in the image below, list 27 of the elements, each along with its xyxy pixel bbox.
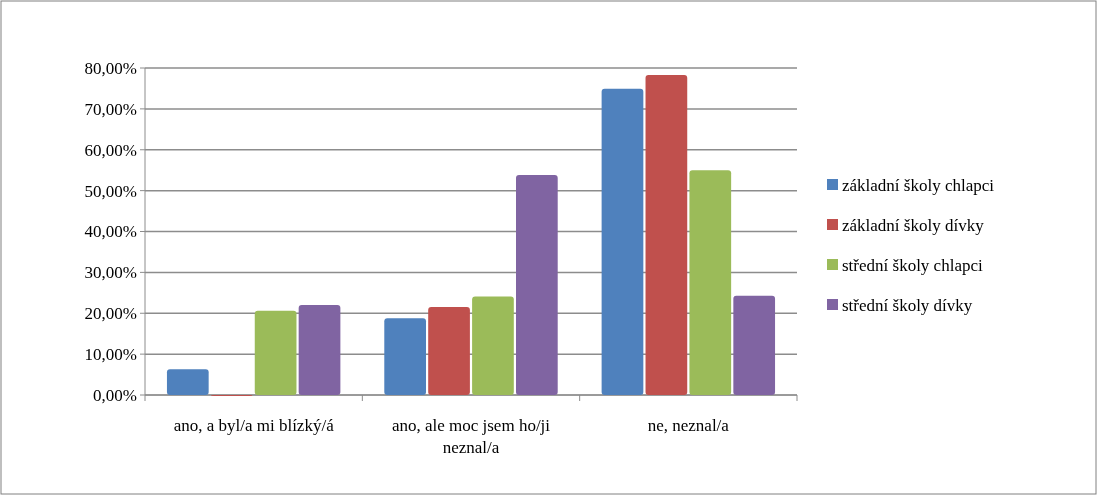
bar: [166, 369, 209, 395]
x-tick-label: ano, a byl/a mi blízký/á: [172, 415, 335, 437]
y-tick-label: 60,00%: [84, 140, 137, 160]
bar: [645, 74, 688, 395]
legend-label: střední školy dívky: [842, 295, 973, 315]
y-tick-label: 20,00%: [84, 304, 137, 324]
y-tick-label: 50,00%: [84, 181, 137, 201]
bar: [516, 175, 558, 395]
legend-label: základní školy chlapci: [842, 175, 995, 195]
bar: [384, 318, 426, 395]
bar: [428, 307, 470, 395]
bar: [601, 88, 644, 395]
x-tick-label: ano, ale moc jsem ho/ji neznal/a: [390, 415, 552, 459]
y-tick-label: 10,00%: [84, 345, 137, 365]
x-tick-label: ne, neznal/a: [646, 415, 730, 437]
y-tick-label: 40,00%: [84, 222, 137, 242]
bar: [689, 170, 732, 395]
y-tick-label: 80,00%: [84, 58, 137, 78]
y-tick-label: 30,00%: [84, 263, 137, 283]
bar: [254, 310, 297, 395]
legend-label: základní školy dívky: [842, 215, 985, 235]
y-tick-label: 0,00%: [93, 385, 137, 405]
bar: [472, 296, 514, 395]
y-tick-label: 70,00%: [84, 99, 137, 119]
legend-label: střední školy chlapci: [842, 255, 983, 275]
bar: [733, 295, 776, 395]
bar: [298, 305, 341, 395]
